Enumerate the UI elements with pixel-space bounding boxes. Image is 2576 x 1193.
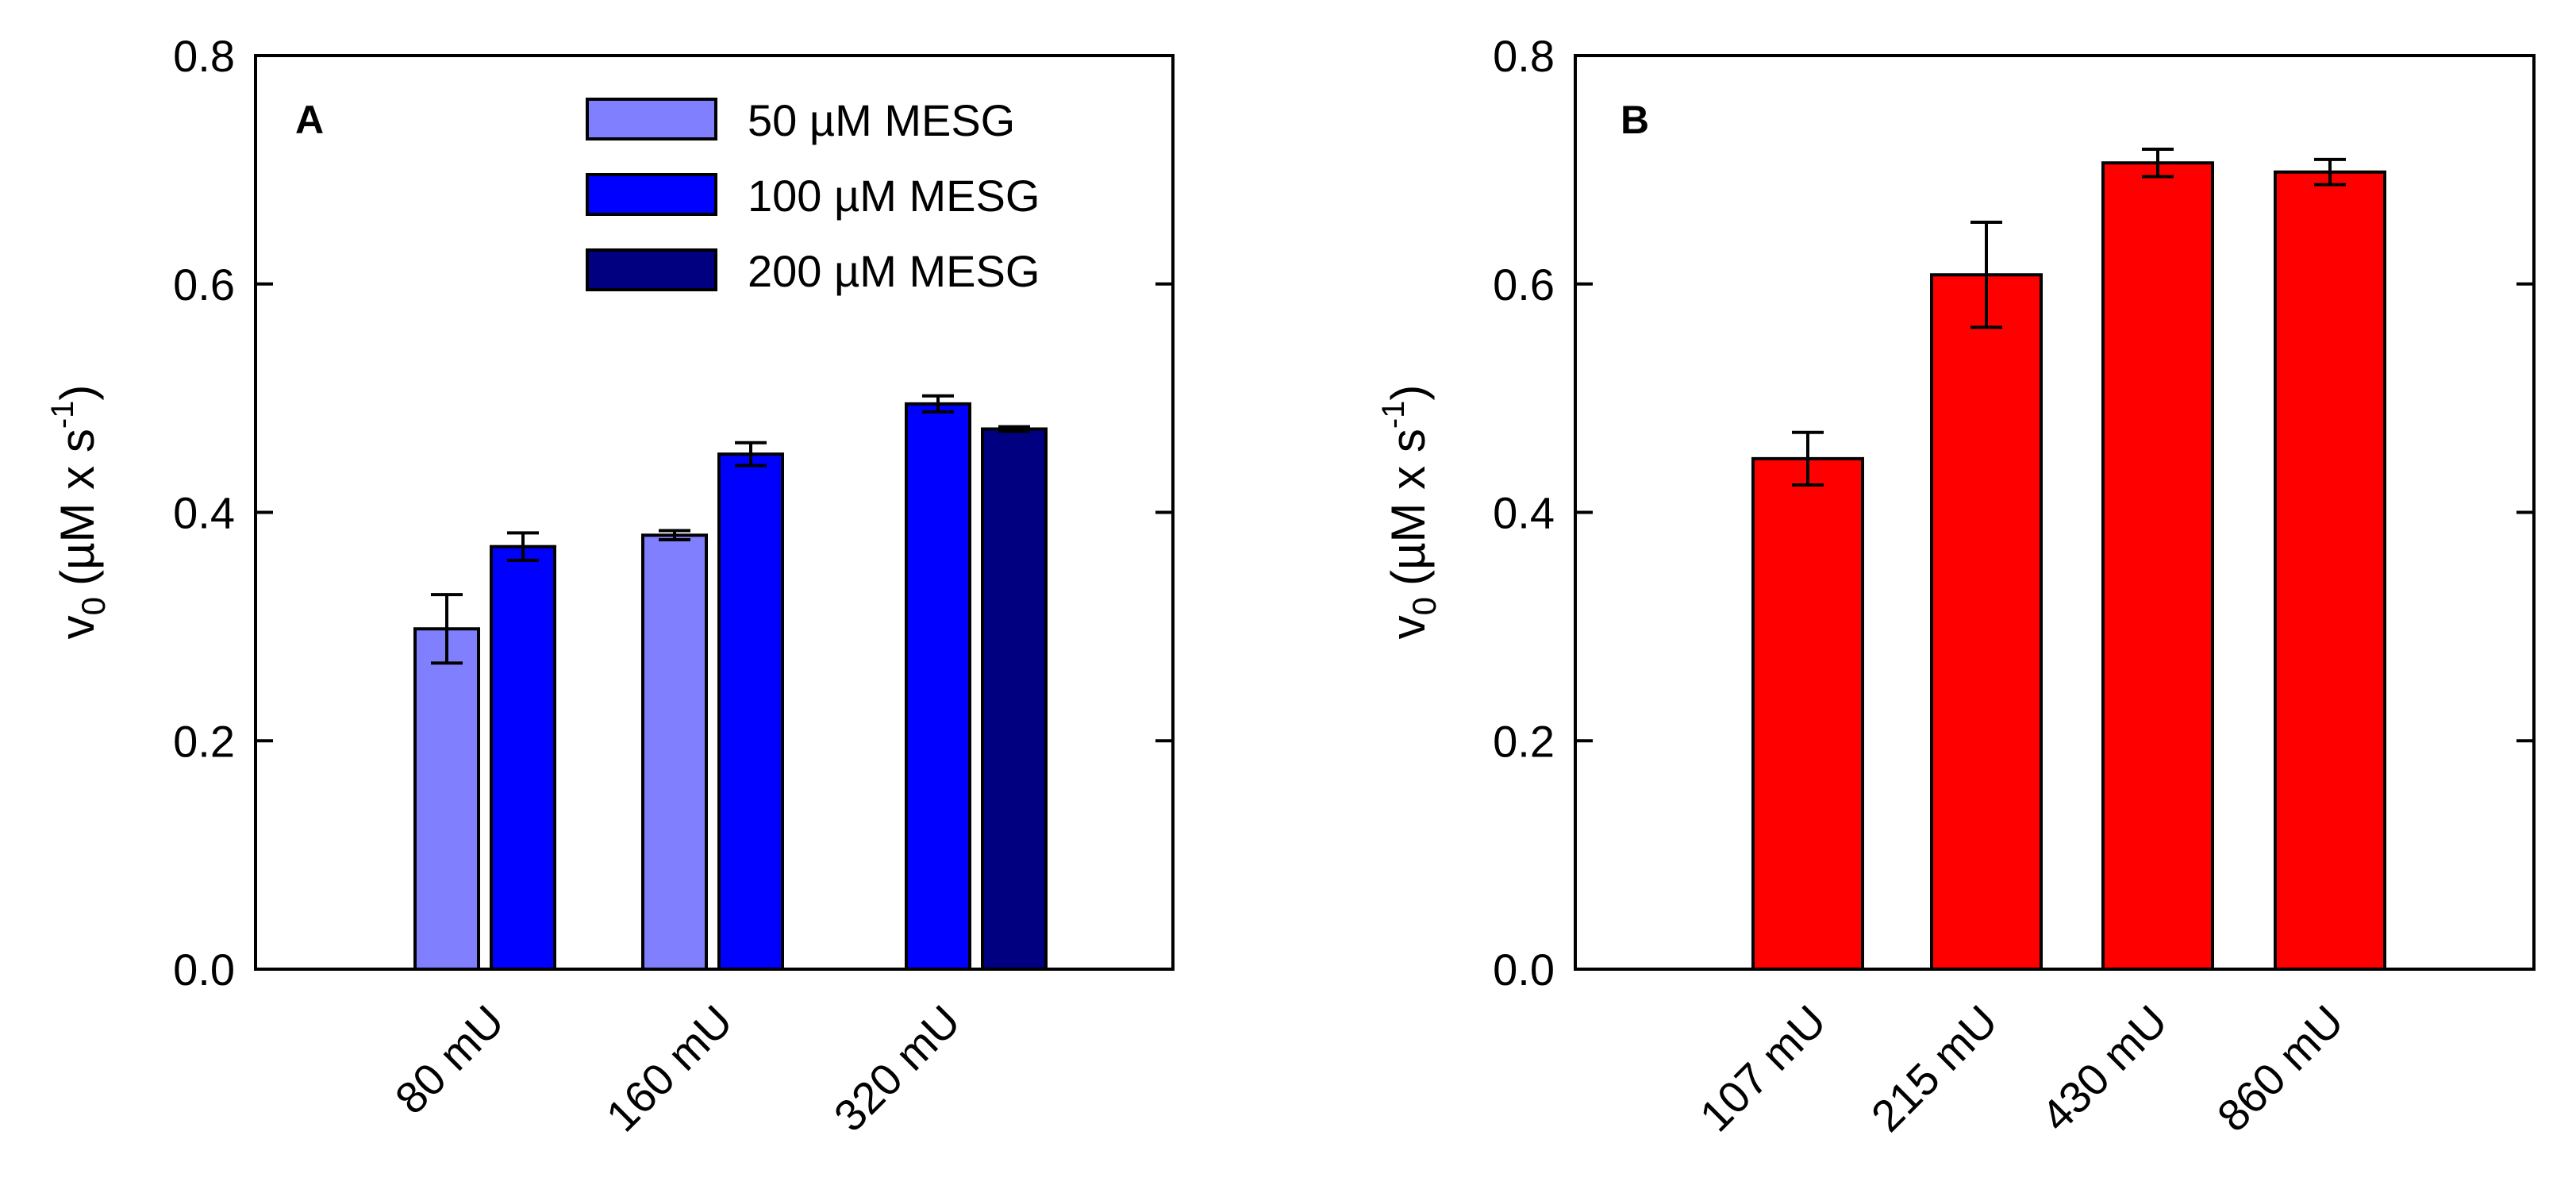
y-tick-label: 0.0 xyxy=(1493,945,1555,995)
panel-a-letter: A xyxy=(295,98,324,142)
y-axis-unit: (µM x s xyxy=(51,429,104,586)
panel-a-x-labels: 80 mU 160 mU 320 mU xyxy=(386,995,970,1141)
legend-swatch-200-mesg xyxy=(586,248,717,291)
panel-a-y-ticks: 0.0 0.2 0.4 0.6 0.8 xyxy=(173,31,1173,995)
panel-a-y-axis-title: v0 (µM x s-1) xyxy=(45,385,112,640)
panel-b-y-ticks: 0.0 0.2 0.4 0.6 0.8 xyxy=(1493,31,2534,995)
panel-b: 0.0 0.2 0.4 0.6 0.8 107 mU 215 mU 430 mU 860 mU… xyxy=(1376,31,2536,1141)
y-axis-unit: (µM x s xyxy=(1382,429,1435,586)
panel-b-y-axis-title: v0 (µM x s-1) xyxy=(1376,385,1443,640)
panel-a-legend: 50 µM MESG 100 µM MESG 200 µM MESG xyxy=(586,95,1040,296)
y-tick-label: 0.6 xyxy=(173,260,235,310)
legend-label-100-mesg: 100 µM MESG xyxy=(748,171,1040,221)
bar xyxy=(641,533,708,971)
panel-b-x-labels: 107 mU 215 mU 430 mU 860 mU xyxy=(1690,995,2353,1141)
x-category-label: 860 mU xyxy=(2208,995,2353,1141)
panel-a-bars xyxy=(413,394,1048,972)
x-category-label: 107 mU xyxy=(1690,995,1836,1141)
panel-b-plot-frame xyxy=(1574,54,2536,971)
y-axis-var-sub: 0 xyxy=(75,597,112,615)
bar xyxy=(490,545,556,971)
legend-swatch-100-mesg xyxy=(586,173,717,216)
y-tick-label: 0.0 xyxy=(173,945,235,995)
y-axis-unit-close: ) xyxy=(51,385,104,401)
y-axis-unit-close: ) xyxy=(1382,385,1435,401)
legend-swatch-50-mesg xyxy=(586,98,717,140)
y-tick-label: 0.6 xyxy=(1493,260,1555,310)
bar xyxy=(413,627,480,971)
x-category-label: 430 mU xyxy=(2032,995,2177,1141)
bar xyxy=(717,452,784,971)
bar xyxy=(2101,161,2214,971)
panel-b-letter: B xyxy=(1621,98,1649,142)
x-category-label: 215 mU xyxy=(1862,995,2007,1141)
y-tick-label: 0.8 xyxy=(173,31,235,81)
y-axis-unit-sup: -1 xyxy=(1376,401,1411,429)
legend-label-50-mesg: 50 µM MESG xyxy=(748,95,1015,145)
y-tick-label: 0.8 xyxy=(1493,31,1555,81)
y-tick-label: 0.2 xyxy=(173,716,235,766)
y-tick-label: 0.4 xyxy=(1493,488,1555,538)
y-axis-var: v xyxy=(1382,615,1435,639)
y-tick-label: 0.2 xyxy=(1493,716,1555,766)
y-axis-var-sub: 0 xyxy=(1405,597,1443,615)
x-category-label: 160 mU xyxy=(597,995,742,1141)
x-category-label: 80 mU xyxy=(386,995,513,1123)
bar xyxy=(1930,273,2043,971)
bar xyxy=(2274,170,2386,971)
bar xyxy=(981,427,1048,971)
panel-a: 0.0 0.2 0.4 0.6 0.8 80 mU 160 mU 320 mU A 50 µ… xyxy=(45,31,1175,1141)
y-tick-label: 0.4 xyxy=(173,488,235,538)
legend-label-200-mesg: 200 µM MESG xyxy=(748,246,1040,296)
y-axis-unit-sup: -1 xyxy=(45,401,80,429)
panel-b-bars xyxy=(1751,147,2386,971)
y-axis-var: v xyxy=(51,615,104,639)
bar xyxy=(905,402,971,972)
x-category-label: 320 mU xyxy=(825,995,970,1141)
bar xyxy=(1751,456,1864,971)
